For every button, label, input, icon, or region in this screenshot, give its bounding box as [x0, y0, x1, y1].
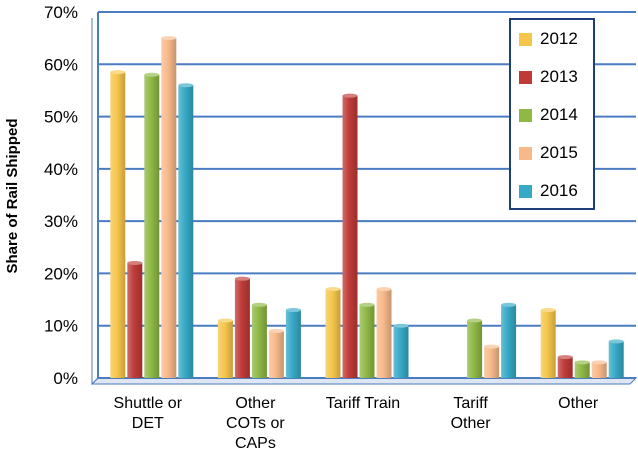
bar-2014-4: [574, 360, 590, 378]
legend-label: 2015: [540, 143, 578, 162]
legend: 2012 2013 2014 2015 2016: [509, 18, 595, 210]
x-category-label: Shuttle or DET: [113, 395, 183, 432]
legend-item: 2015: [511, 134, 593, 172]
bar-2016-3: [501, 302, 517, 378]
bar-2012-4: [540, 308, 556, 378]
legend-label: 2016: [540, 181, 578, 200]
y-tick-label: 60%: [44, 55, 78, 74]
bar-2016-2: [393, 323, 409, 378]
legend-item: 2016: [511, 172, 593, 210]
y-tick-label: 30%: [44, 212, 78, 231]
axes: [91, 12, 99, 385]
bar-2016-4: [608, 339, 624, 378]
bars: [110, 36, 624, 379]
bar-2014-1: [251, 302, 267, 378]
bar-2015-1: [268, 328, 284, 378]
y-tick-label: 0%: [53, 369, 78, 388]
y-tick-label: 40%: [44, 160, 78, 179]
bar-2012-1: [217, 318, 233, 378]
x-category-label: Other: [558, 395, 599, 412]
bar-2015-2: [376, 287, 392, 378]
bar-2015-3: [484, 344, 500, 378]
legend-label: 2012: [540, 29, 578, 48]
bar-2012-2: [325, 287, 341, 378]
y-axis-label: Share of Rail Shipped: [4, 118, 21, 274]
legend-label: 2014: [540, 105, 578, 124]
legend-label: 2013: [540, 67, 578, 86]
bar-2014-3: [467, 318, 483, 378]
legend-swatch: [519, 108, 532, 122]
y-tick-label: 50%: [44, 108, 78, 127]
legend-swatch: [519, 70, 532, 84]
bar-2013-1: [234, 276, 250, 378]
x-category-label: Tariff Other: [450, 395, 491, 432]
legend-swatch: [519, 184, 532, 198]
legend-item: 2014: [511, 96, 593, 134]
bar-2013-0: [127, 260, 143, 378]
x-category-label: Other COTs or CAPs: [226, 395, 285, 452]
y-tick-label: 10%: [44, 317, 78, 336]
bar-2015-4: [591, 360, 607, 378]
legend-swatch: [519, 146, 532, 160]
bar-2014-2: [359, 302, 375, 378]
bar-2016-1: [285, 308, 301, 378]
legend-item: 2013: [511, 58, 593, 96]
legend-item: 2012: [511, 20, 593, 58]
x-category-label: Tariff Train: [325, 395, 401, 412]
bar-2016-0: [178, 83, 194, 378]
bar-2013-4: [557, 355, 573, 378]
y-tick-labels: 0% 10% 20% 30% 40% 50% 60% 70%: [44, 3, 78, 388]
bar-2014-0: [144, 72, 160, 378]
legend-swatch: [519, 32, 532, 46]
y-tick-label: 20%: [44, 264, 78, 283]
y-tick-label: 70%: [44, 3, 78, 22]
bar-2012-0: [110, 70, 126, 378]
bar-2013-2: [342, 93, 358, 379]
bar-2015-0: [161, 36, 177, 379]
